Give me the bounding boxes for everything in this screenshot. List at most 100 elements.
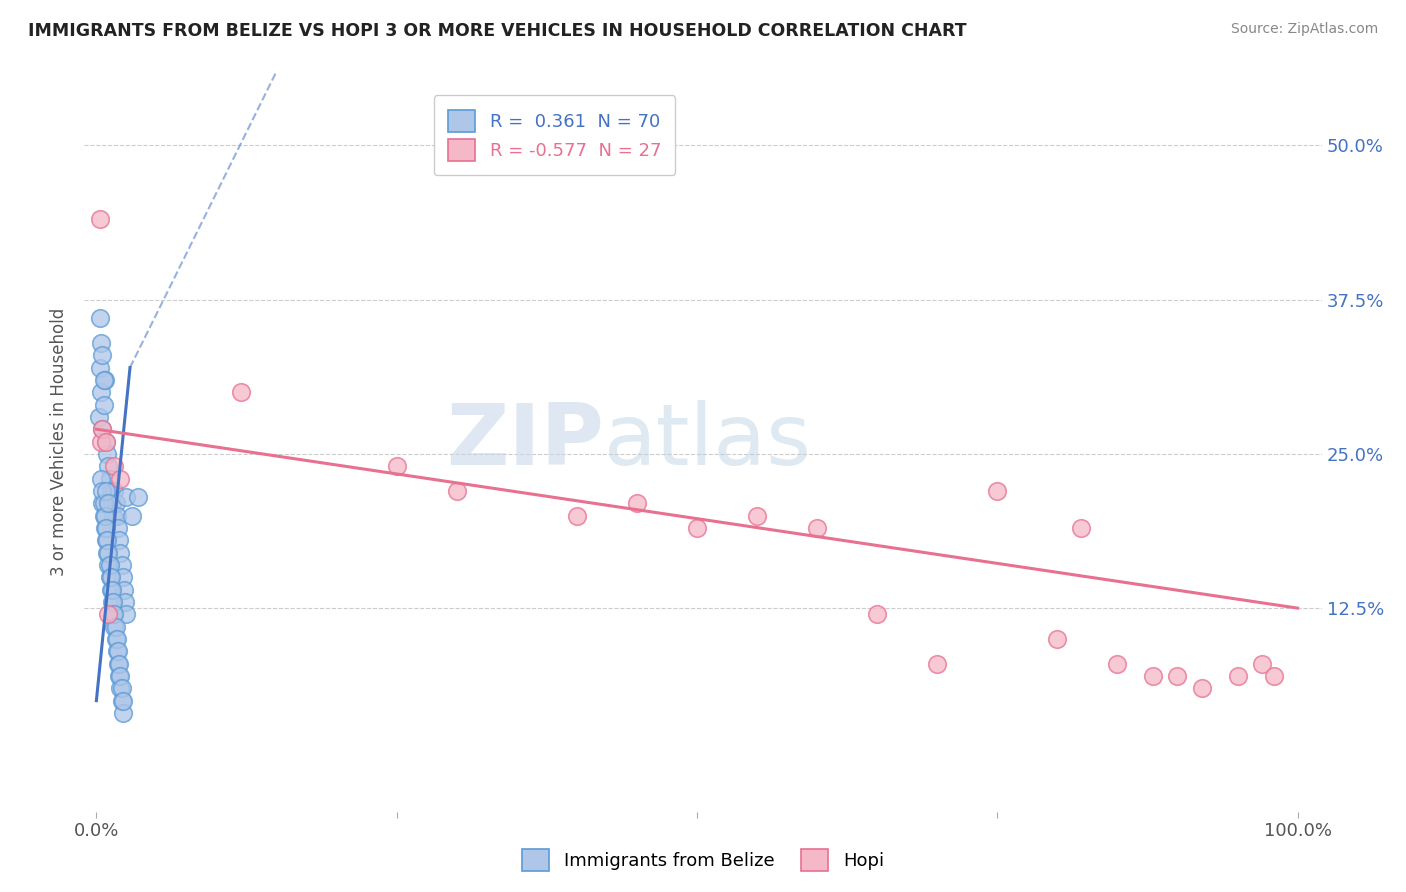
Point [110, 558, 132, 572]
Point [100, 582, 122, 597]
Text: IMMIGRANTS FROM BELIZE VS HOPI 3 OR MORE VEHICLES IN HOUSEHOLD CORRELATION CHART: IMMIGRANTS FROM BELIZE VS HOPI 3 OR MORE… [28, 22, 967, 40]
Point [110, 471, 132, 485]
Point [90, 434, 112, 449]
Point [104, 632, 127, 646]
Point [111, 570, 134, 584]
Point [91, 422, 114, 436]
Point [98, 558, 121, 572]
Point [93, 398, 115, 412]
Point [96, 546, 118, 560]
Point [103, 595, 125, 609]
Point [105, 644, 128, 658]
Point [1226, 669, 1249, 683]
Point [103, 483, 125, 498]
Text: Source: ZipAtlas.com: Source: ZipAtlas.com [1230, 22, 1378, 37]
Point [97, 496, 120, 510]
Point [96, 533, 118, 548]
Point [98, 570, 121, 584]
Point [97, 558, 120, 572]
Point [103, 607, 125, 622]
Point [107, 521, 129, 535]
Point [93, 496, 115, 510]
Point [108, 669, 131, 683]
Point [103, 619, 125, 633]
Point [91, 496, 114, 510]
Point [93, 373, 115, 387]
Point [1107, 657, 1129, 671]
Point [104, 619, 127, 633]
Point [94, 533, 117, 548]
Point [927, 657, 949, 671]
Legend: Immigrants from Belize, Hopi: Immigrants from Belize, Hopi [515, 842, 891, 879]
Point [110, 546, 132, 560]
Point [90, 335, 112, 350]
Point [93, 508, 115, 523]
Y-axis label: 3 or more Vehicles in Household: 3 or more Vehicles in Household [51, 308, 69, 575]
Point [94, 508, 117, 523]
Point [87, 409, 110, 424]
Point [104, 496, 127, 510]
Point [90, 385, 112, 400]
Point [91, 483, 114, 498]
Point [94, 434, 117, 449]
Point [446, 483, 468, 498]
Point [1191, 681, 1213, 696]
Point [686, 521, 709, 535]
Text: ZIP: ZIP [446, 400, 605, 483]
Point [110, 681, 132, 696]
Point [100, 483, 122, 498]
Point [101, 496, 124, 510]
Point [745, 508, 768, 523]
Legend: R =  0.361  N = 70, R = -0.577  N = 27: R = 0.361 N = 70, R = -0.577 N = 27 [433, 95, 675, 176]
Point [110, 669, 132, 683]
Point [100, 570, 122, 584]
Point [89, 311, 111, 326]
Point [94, 521, 117, 535]
Point [110, 694, 132, 708]
Point [89, 360, 111, 375]
Point [108, 657, 131, 671]
Point [91, 348, 114, 362]
Point [103, 459, 125, 474]
Point [121, 508, 143, 523]
Point [1142, 669, 1164, 683]
Point [91, 422, 114, 436]
Point [114, 595, 136, 609]
Point [115, 490, 138, 504]
Text: atlas: atlas [605, 400, 813, 483]
Point [626, 496, 648, 510]
Point [101, 582, 124, 597]
Point [98, 471, 121, 485]
Point [1250, 657, 1272, 671]
Point [101, 595, 124, 609]
Point [127, 490, 149, 504]
Point [385, 459, 408, 474]
Point [97, 607, 120, 622]
Point [110, 681, 132, 696]
Point [105, 632, 128, 646]
Point [97, 459, 120, 474]
Point [107, 644, 129, 658]
Point [1046, 632, 1069, 646]
Point [866, 607, 889, 622]
Point [96, 447, 118, 461]
Point [806, 521, 828, 535]
Point [986, 483, 1008, 498]
Point [108, 533, 131, 548]
Point [1070, 521, 1092, 535]
Point [89, 212, 111, 227]
Point [115, 607, 138, 622]
Point [105, 508, 128, 523]
Point [112, 582, 135, 597]
Point [565, 508, 588, 523]
Point [94, 483, 117, 498]
Point [107, 657, 129, 671]
Point [111, 694, 134, 708]
Point [111, 706, 134, 720]
Point [90, 471, 112, 485]
Point [94, 434, 117, 449]
Point [103, 607, 125, 622]
Point [94, 373, 117, 387]
Point [229, 385, 252, 400]
Point [1166, 669, 1188, 683]
